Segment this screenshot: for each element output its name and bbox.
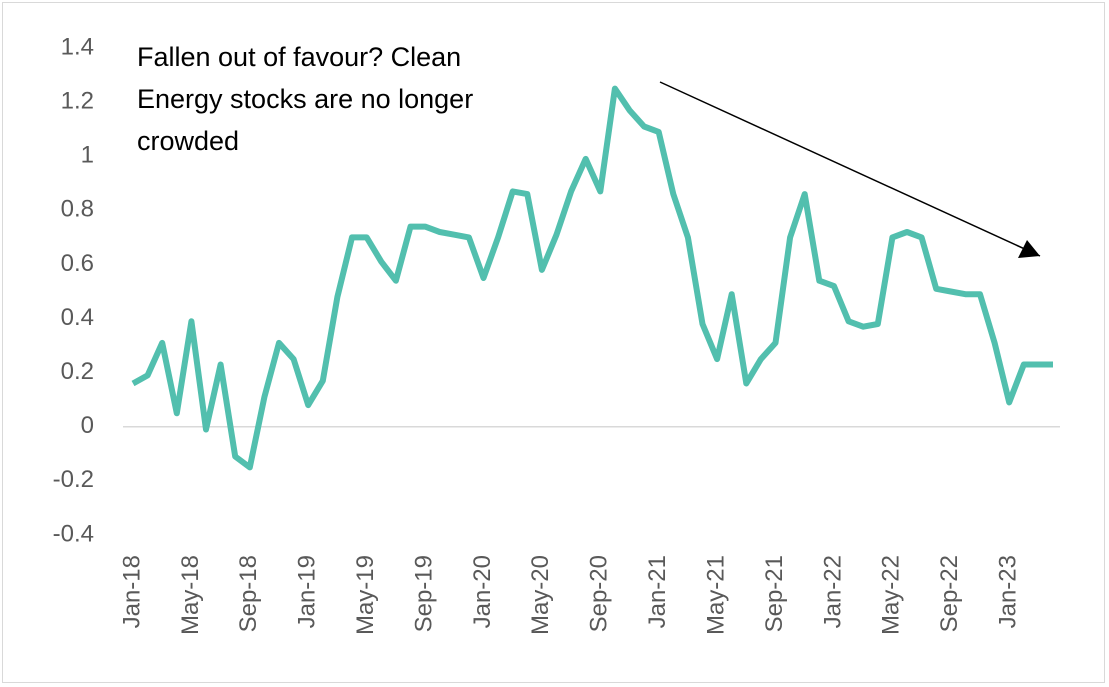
- x-tick-label: May-20: [527, 555, 554, 635]
- x-tick-label: Sep-18: [235, 555, 262, 632]
- x-tick-label: Jan-19: [294, 555, 321, 628]
- x-tick-label: May-22: [878, 555, 905, 635]
- y-tick-label: -0.4: [53, 520, 94, 547]
- y-tick-label: 1.2: [61, 87, 94, 114]
- x-tick-label: Jan-20: [469, 555, 496, 628]
- x-tick-label: May-21: [702, 555, 729, 635]
- x-tick-label: Jan-18: [118, 555, 145, 628]
- trend-arrow: [659, 81, 1041, 257]
- x-tick-label: Jan-22: [819, 555, 846, 628]
- x-tick-label: May-19: [352, 555, 379, 635]
- y-tick-label: 0.2: [61, 358, 94, 385]
- data-line: [131, 85, 1053, 471]
- y-tick-label: 1.4: [61, 33, 94, 60]
- y-tick-label: 0.4: [61, 304, 94, 331]
- x-tick-label: May-18: [177, 555, 204, 635]
- y-tick-label: 0.6: [61, 250, 94, 277]
- y-tick-label: 1: [81, 142, 94, 169]
- x-tick-label: Sep-22: [936, 555, 963, 632]
- x-tick-label: Sep-20: [586, 555, 613, 632]
- annotation: Fallen out of favour? Clean Energy stock…: [137, 42, 474, 156]
- y-tick-label: 0: [81, 412, 94, 439]
- x-tick-label: Jan-21: [644, 555, 671, 628]
- x-tick-label: Sep-21: [761, 555, 788, 632]
- y-tick-label: 0.8: [61, 196, 94, 223]
- y-tick-label: -0.2: [53, 466, 94, 493]
- x-tick-label: Jan-23: [995, 555, 1022, 628]
- arrow-head: [1018, 240, 1040, 258]
- x-tick-label: Sep-19: [410, 555, 437, 632]
